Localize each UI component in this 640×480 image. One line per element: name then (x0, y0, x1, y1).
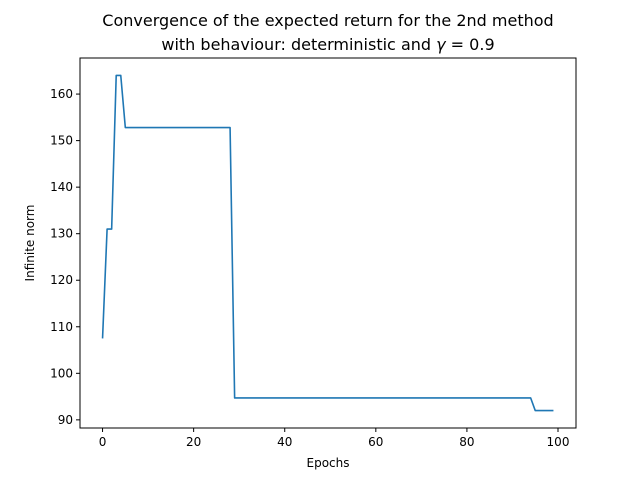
chart-title-gamma: γ (436, 35, 447, 54)
x-tick-label: 0 (99, 435, 107, 449)
x-tick-label: 100 (547, 435, 570, 449)
y-tick-label: 90 (58, 413, 73, 427)
x-tick-label: 60 (368, 435, 383, 449)
axis-ticks: 0 20 40 60 80 100 90 100 110 120 130 140 150 160 (50, 87, 569, 449)
x-tick-label: 80 (459, 435, 474, 449)
y-tick-label: 110 (50, 320, 73, 334)
chart-title-line2-prefix: with behaviour: deterministic and (161, 35, 436, 54)
y-tick-label: 160 (50, 87, 73, 101)
y-tick-label: 120 (50, 273, 73, 287)
chart-title-line1: Convergence of the expected return for t… (102, 11, 553, 30)
x-tick-label: 40 (277, 435, 292, 449)
y-tick-label: 140 (50, 180, 73, 194)
y-tick-label: 130 (50, 227, 73, 241)
x-tick-label: 20 (186, 435, 201, 449)
x-axis-label: Epochs (307, 456, 350, 470)
y-axis-label: Infinite norm (23, 205, 37, 282)
y-tick-label: 150 (50, 134, 73, 148)
plot-frame (79, 57, 577, 429)
series-line (101, 74, 554, 412)
chart-title-line2: with behaviour: deterministic and γ = 0.… (161, 35, 494, 54)
chart-title-line2-suffix: = 0.9 (446, 35, 495, 54)
y-tick-label: 100 (50, 366, 73, 380)
